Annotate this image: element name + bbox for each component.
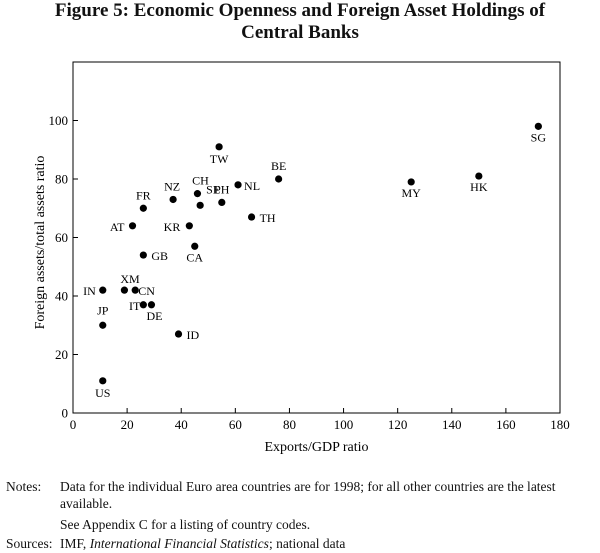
point-label-us: US [95,386,110,400]
data-point-gb [139,251,147,259]
y-tick-label: 40 [55,289,68,304]
point-label-my: MY [402,186,422,200]
point-label-at: AT [110,220,125,234]
data-point-in [99,286,107,294]
x-tick-label: 140 [442,417,462,432]
data-point-be [275,175,283,183]
data-point-jp [99,321,107,329]
y-tick-label: 20 [55,347,68,362]
point-label-nz: NZ [164,179,180,193]
x-tick-label: 160 [496,417,516,432]
sources-suffix: ; national data [268,536,346,551]
y-tick-label: 60 [55,230,68,245]
notes-label: Notes: [6,479,42,494]
point-label-xm: XM [120,272,140,286]
point-label-ph: PH [214,182,230,196]
point-label-it: IT [129,299,141,313]
data-point-at [128,222,137,230]
data-point-my [407,178,415,186]
point-label-hk: HK [470,180,488,194]
notes-line-3: See Appendix C for a listing of country … [60,517,311,532]
sources-prefix: IMF, [60,536,87,551]
figure-title-line-1: Figure 5: Economic Openness and Foreign … [54,0,546,21]
y-tick-label: 0 [62,406,69,421]
data-point-ph [218,198,226,206]
point-label-in: IN [83,284,96,298]
point-label-se: SE [206,182,220,196]
data-point-id [174,330,183,338]
x-tick-label: 100 [334,417,354,432]
y-tick-label: 100 [49,113,69,128]
point-label-jp: JP [97,303,109,317]
point-label-cn: CN [138,284,155,298]
data-point-nz [169,195,177,204]
data-point-hk [475,172,483,180]
axis-ticks: 0 20 40 60 80 100 120 140 160 180 0 20 40 60 80 100 [49,113,570,432]
data-point-nl [234,181,242,189]
x-tick-label: 120 [388,417,408,432]
notes-line-1: Data for the individual Euro area countr… [60,479,556,494]
data-point-fr [139,204,147,212]
x-tick-label: 0 [70,417,77,432]
x-axis-label: Exports/GDP ratio [264,440,368,455]
data-point-cn [131,286,139,294]
point-label-de: DE [146,309,162,323]
x-tick-label: 80 [283,417,296,432]
point-label-be: BE [271,159,286,173]
x-tick-label: 180 [550,417,570,432]
x-tick-label: 60 [229,417,242,432]
point-label-id: ID [187,328,200,342]
data-point-se [196,201,204,209]
sources-text: IMF, International Financial Statistics;… [60,535,595,552]
point-label-nl: NL [244,179,260,193]
data-point-xm [120,286,129,294]
data-point-de [147,301,156,309]
x-tick-label: 20 [121,417,134,432]
sources-title: International Financial Statistics [89,536,269,551]
sources-label: Sources: [6,536,53,551]
data-point-ca [191,242,199,250]
point-label-fr: FR [136,188,151,202]
y-axis-label: Foreign assets/total assets ratio [33,156,48,330]
x-tick-label: 40 [175,417,188,432]
point-label-gb: GB [151,249,168,263]
scatter-chart: 0 20 40 60 80 100 120 140 160 180 0 20 40 60 80 100 US J… [33,61,570,455]
y-tick-label: 80 [55,172,68,187]
data-point-us [99,377,107,385]
point-label-tw: TW [210,152,229,166]
data-point-ch [193,190,202,198]
point-label-ch: CH [192,174,209,188]
data-point-th [247,213,256,221]
data-point-tw [215,143,223,151]
plot-frame [72,61,561,414]
data-point-kr [185,222,193,230]
notes-block: Notes: Data for the individual Euro area… [6,478,600,551]
point-label-kr: KR [164,220,181,234]
notes-line-2: available. [60,496,113,511]
point-label-th: TH [260,211,276,225]
point-label-ca: CA [186,250,203,264]
data-point-it [139,301,147,309]
point-label-sg: SG [531,130,547,144]
data-point-sg [534,122,542,130]
figure-title-line-2: Central Banks [241,22,359,43]
